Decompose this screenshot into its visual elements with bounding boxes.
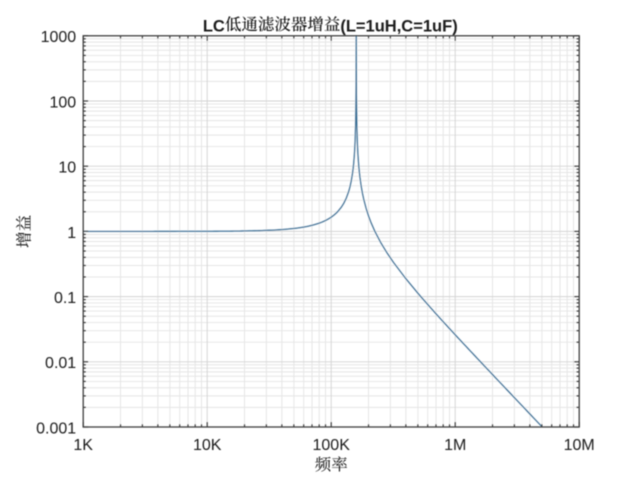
svg-text:LC: LC [203,17,225,35]
svg-text:10M: 10M [564,437,595,454]
svg-text:(L=1uH,C=1uF): (L=1uH,C=1uF) [340,17,457,35]
svg-text:100K: 100K [313,437,351,454]
svg-text:10K: 10K [193,437,222,454]
svg-text:1K: 1K [73,437,93,454]
svg-text:10: 10 [58,160,76,177]
svg-text:0.01: 0.01 [45,355,76,372]
svg-text:1: 1 [67,225,76,242]
svg-text:1M: 1M [444,437,466,454]
svg-text:100: 100 [49,94,76,111]
svg-text:0.1: 0.1 [54,290,76,307]
svg-text:1000: 1000 [41,29,77,46]
svg-text:0.001: 0.001 [36,420,76,437]
